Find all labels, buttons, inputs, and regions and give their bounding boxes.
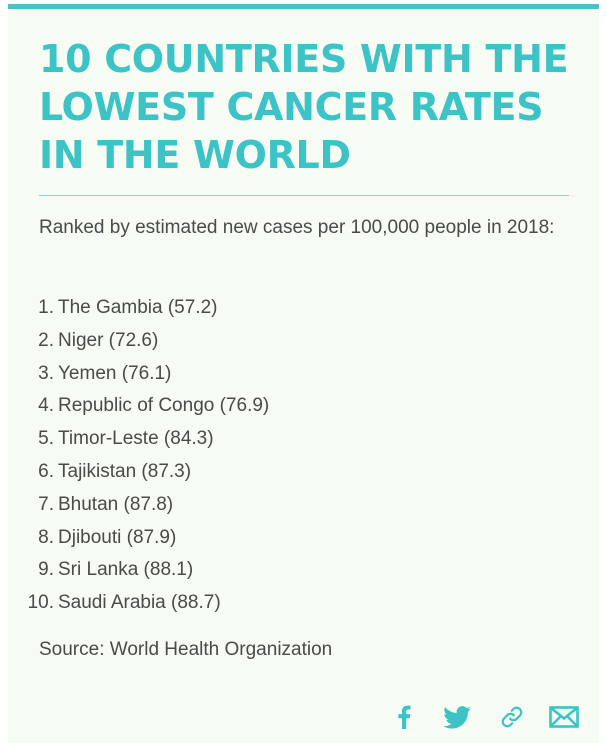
page-title: 10 COUNTRIES WITH THE LOWEST CANCER RATE… [39,37,569,177]
twitter-icon[interactable] [441,701,473,733]
rank-country: Saudi Arabia (88.7) [58,592,221,614]
rank-country: Timor-Leste (84.3) [58,428,214,450]
rank-number: 10. [27,592,54,614]
list-item: 7. Bhutan (87.8) [8,489,568,522]
list-item: 3. Yemen (76.1) [8,358,568,391]
rank-country: Sri Lanka (88.1) [58,559,194,581]
rank-number: 4. [38,395,54,417]
rank-country: Yemen (76.1) [58,362,172,384]
rank-country: Bhutan (87.8) [58,493,174,515]
rank-country: Djibouti (87.9) [58,526,177,548]
source-note: Source: World Health Organization [39,639,333,660]
rank-number: 6. [38,460,54,482]
rank-country: Niger (72.6) [58,329,159,351]
facebook-icon[interactable] [388,701,420,733]
share-bar [388,701,588,733]
rank-number: 3. [38,362,54,384]
list-item: 2. Niger (72.6) [8,325,568,358]
rank-number: 8. [38,526,54,548]
list-item: 6. Tajikistan (87.3) [8,456,568,489]
list-item: 9. Sri Lanka (88.1) [8,554,568,587]
rank-number: 1. [38,297,54,318]
rank-country: The Gambia (57.2) [58,297,218,318]
list-item: 10. Saudi Arabia (88.7) [8,587,568,620]
infographic-card: 10 COUNTRIES WITH THE LOWEST CANCER RATE… [8,4,599,743]
rank-number: 9. [38,559,54,581]
rank-country: Republic of Congo (76.9) [58,395,270,417]
list-item: 4. Republic of Congo (76.9) [8,390,568,423]
list-item: 8. Djibouti (87.9) [8,522,568,555]
rank-number: 2. [38,329,54,351]
rank-number: 7. [38,493,54,515]
email-icon[interactable] [548,701,580,733]
list-item: 1. The Gambia (57.2) [8,292,568,325]
list-item: 5. Timor-Leste (84.3) [8,423,568,456]
link-icon[interactable] [496,701,528,733]
rank-number: 5. [38,428,54,450]
subtitle: Ranked by estimated new cases per 100,00… [39,217,555,238]
title-divider [39,195,569,196]
rank-country: Tajikistan (87.3) [58,460,192,482]
ranking-list: 1. The Gambia (57.2) 2. Niger (72.6) 3. … [8,292,568,620]
